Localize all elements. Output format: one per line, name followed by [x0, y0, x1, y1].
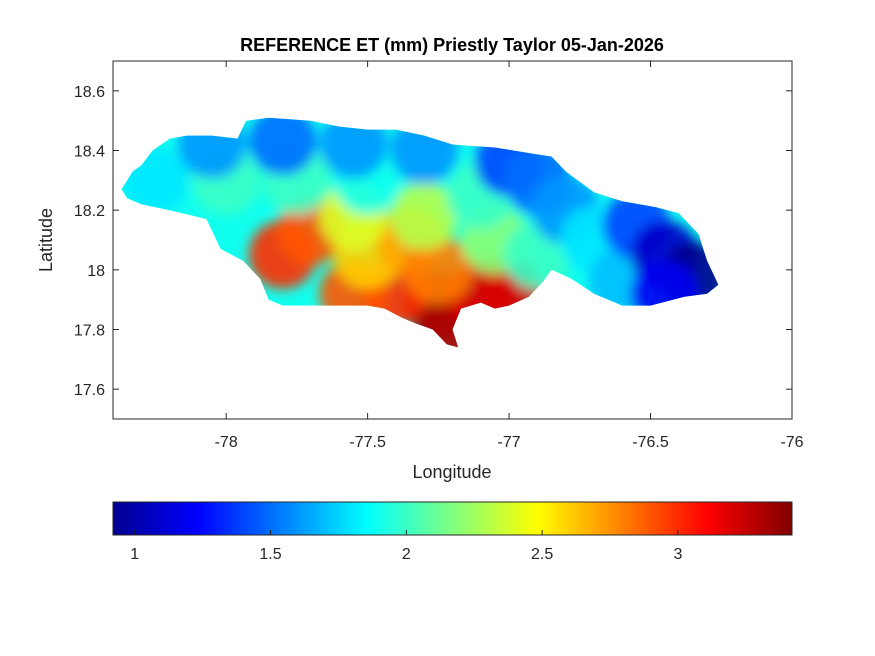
value-point-20 [248, 117, 317, 176]
y-axis: 17.6 17.8 18 18.2 18.4 18.6 [74, 84, 792, 399]
colorbar-tick-label: 2 [402, 546, 411, 563]
colorbar-tick-label: 1.5 [259, 546, 281, 563]
x-tick-label: -76 [780, 434, 803, 451]
colorbar-ticks: 1 1.5 2 2.5 3 [130, 530, 682, 563]
y-axis-label: Latitude [36, 208, 56, 272]
value-point-10 [404, 235, 473, 304]
colorbar-tick-label: 2.5 [531, 546, 553, 563]
x-tick-label: -78 [215, 434, 238, 451]
y-tick-label: 18.6 [74, 84, 105, 101]
colorbar [112, 501, 793, 536]
y-tick-label: 18.2 [74, 203, 105, 220]
y-tick-label: 18 [87, 263, 105, 280]
chart-title: REFERENCE ET (mm) Priestly Taylor 05-Jan… [240, 35, 664, 55]
value-point-12 [390, 182, 459, 251]
x-axis: -78 -77.5 -77 -76.5 -76 [215, 61, 804, 451]
y-tick-label: 17.8 [74, 323, 105, 340]
y-tick-label: 17.6 [74, 382, 105, 399]
y-tick-label: 18.4 [74, 144, 105, 161]
x-axis-label: Longitude [412, 462, 491, 482]
x-tick-label: -77.5 [349, 434, 386, 451]
colorbar-tick-label: 1 [130, 546, 139, 563]
colorbar-tick-label: 3 [673, 546, 682, 563]
x-tick-label: -76.5 [632, 434, 669, 451]
x-tick-label: -77 [498, 434, 521, 451]
